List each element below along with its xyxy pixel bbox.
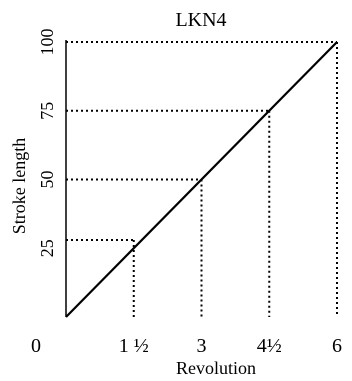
x-axis-label: Revolution bbox=[176, 358, 256, 378]
y-tick-labels: 25 50 75 100 bbox=[37, 29, 57, 258]
guide-lines bbox=[66, 41, 338, 317]
y-tick-label-3: 100 bbox=[37, 29, 57, 56]
x-tick-label-3: 4½ bbox=[257, 335, 282, 357]
x-tick-label-2: 3 bbox=[197, 335, 207, 357]
y-tick-label-1: 50 bbox=[37, 171, 57, 189]
series-line-0 bbox=[65, 41, 338, 318]
x-tick-label-0: 0 bbox=[31, 335, 41, 357]
x-tick-labels: 0 1 ½ 3 4½ 6 bbox=[31, 335, 342, 357]
chart-title: LKN4 bbox=[175, 9, 226, 31]
y-tick-label-2: 75 bbox=[37, 102, 57, 120]
y-tick-label-0: 25 bbox=[37, 239, 57, 257]
y-axis-label: Stroke length bbox=[9, 138, 29, 235]
x-tick-label-1: 1 ½ bbox=[119, 335, 149, 357]
series-lines bbox=[65, 41, 338, 318]
x-tick-label-4: 6 bbox=[332, 335, 342, 357]
